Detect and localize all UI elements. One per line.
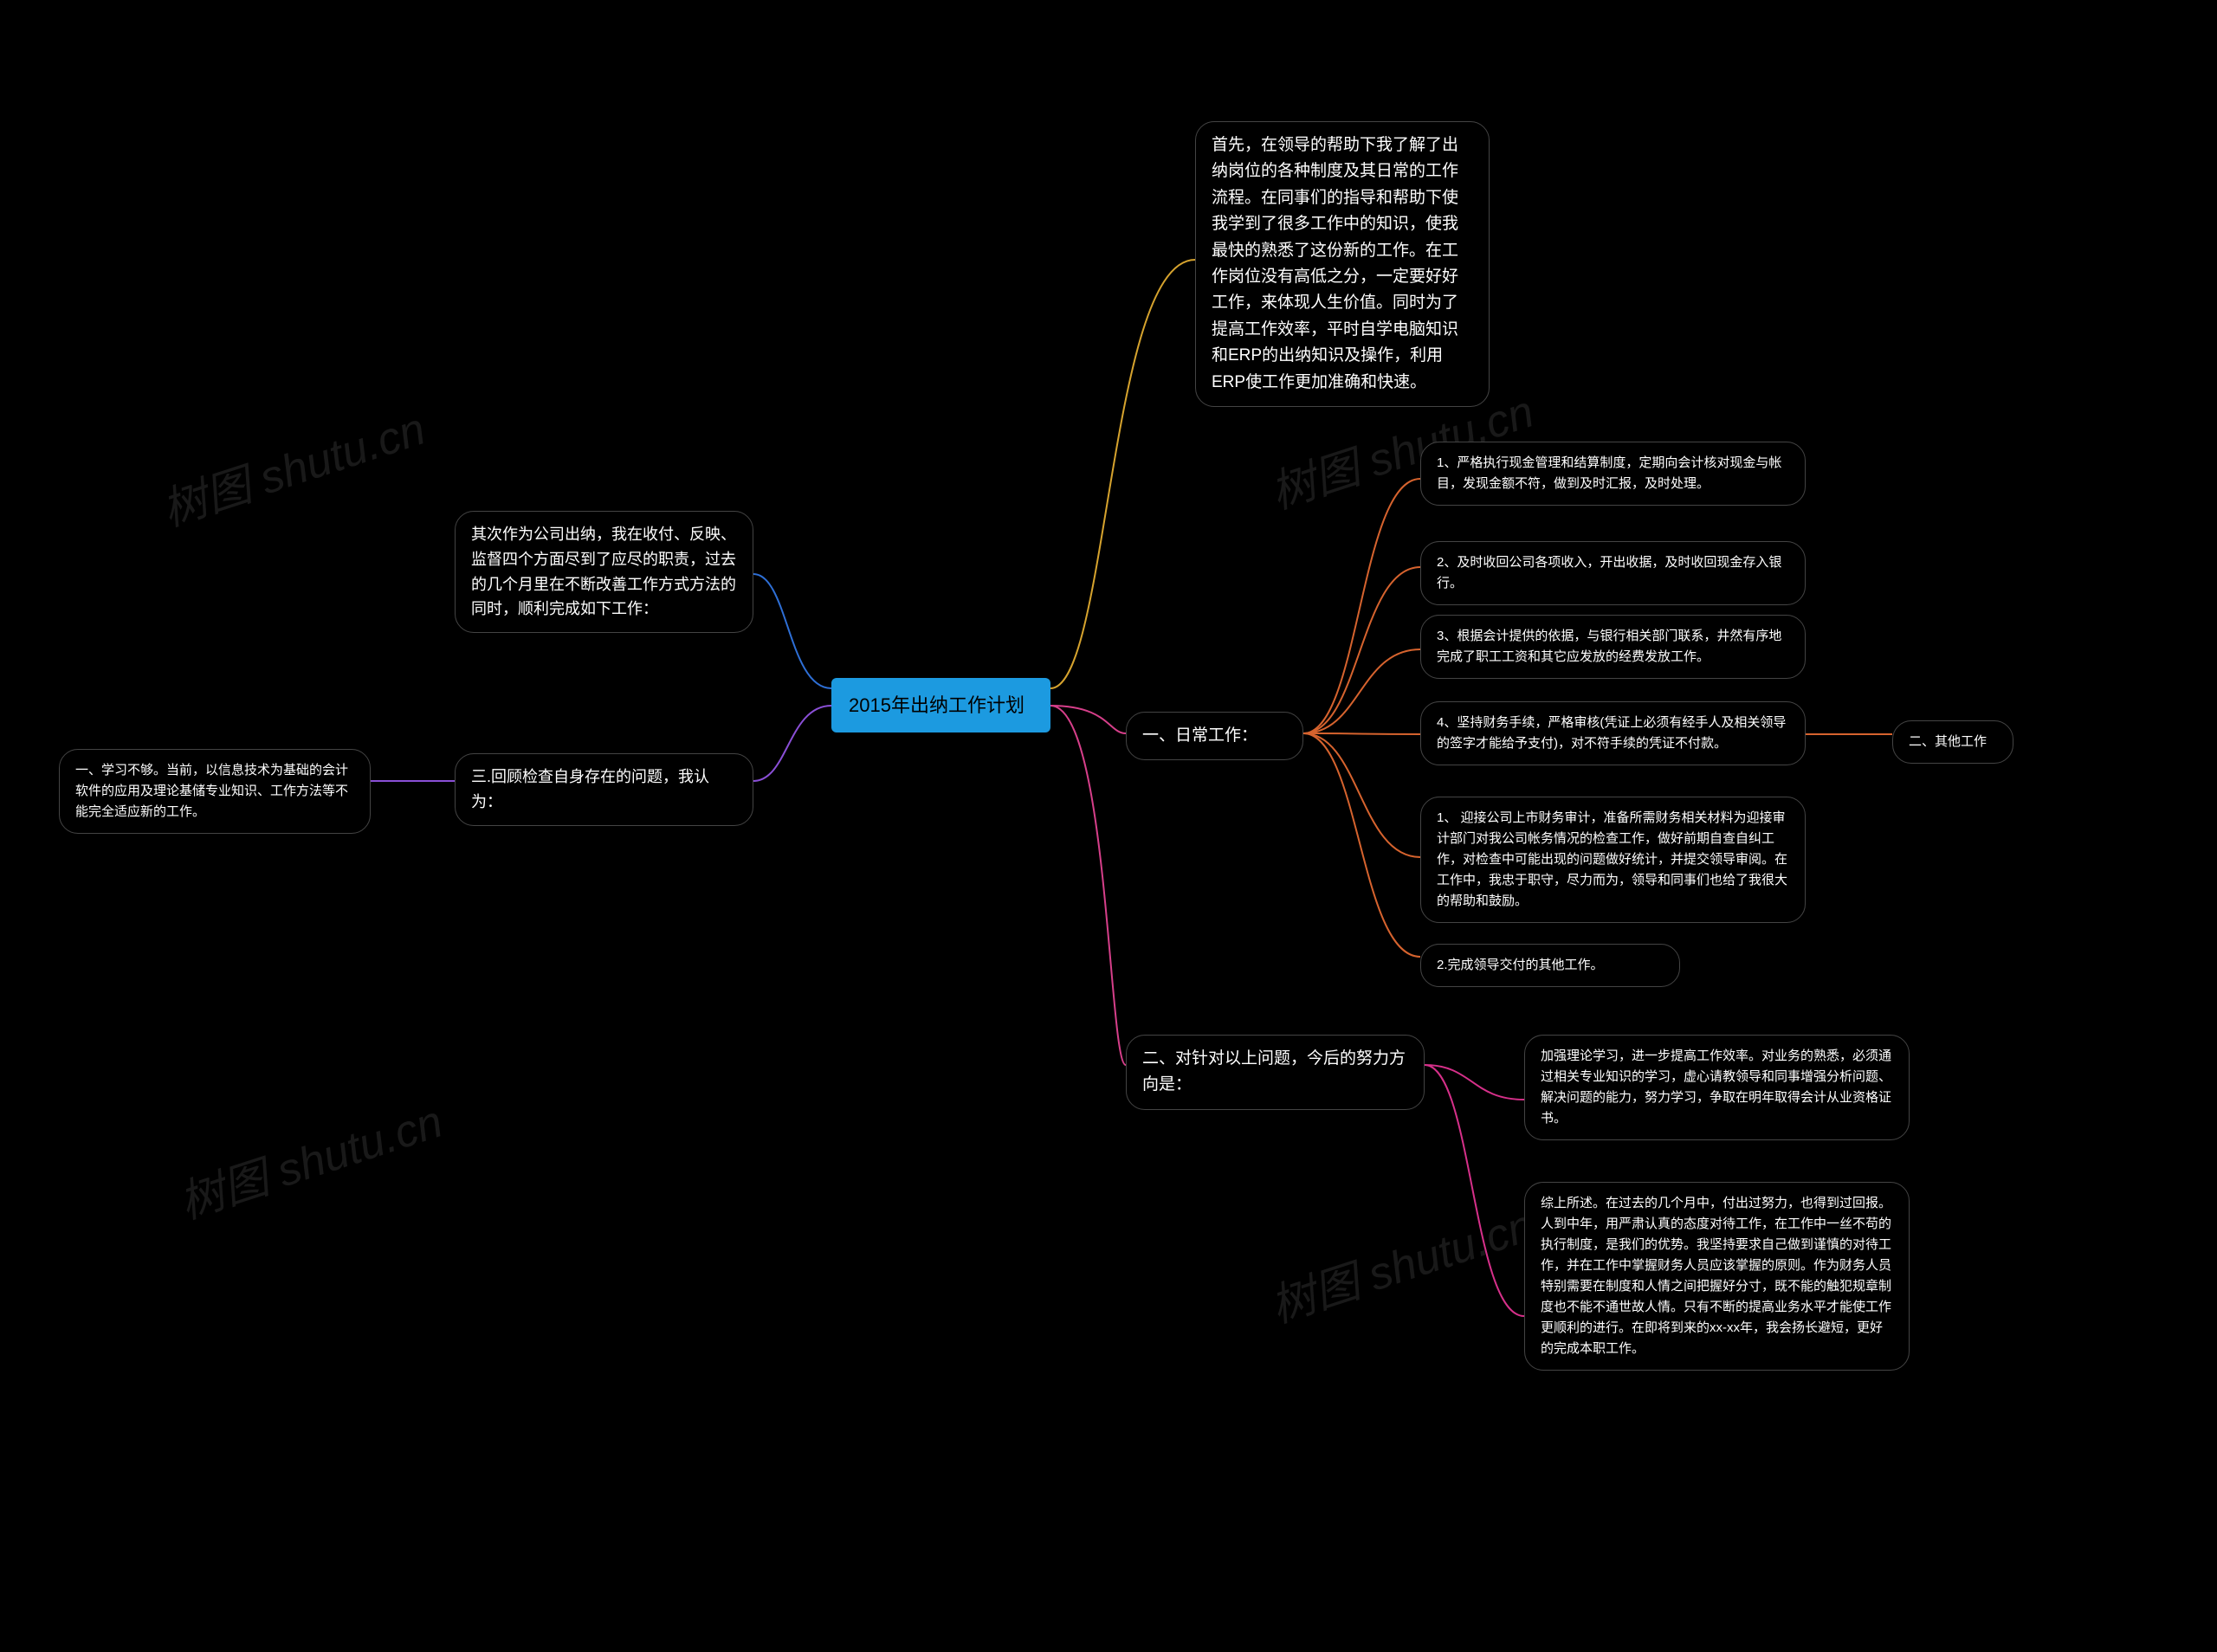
node-left-b[interactable]: 三.回顾检查自身存在的问题，我认为： xyxy=(455,753,753,826)
node-d3[interactable]: 3、根据会计提供的依据，与银行相关部门联系，井然有序地完成了职工工资和其它应发放… xyxy=(1420,615,1806,679)
node-d2[interactable]: 2、及时收回公司各项收入，开出收据，及时收回现金存入银行。 xyxy=(1420,541,1806,605)
node-f1[interactable]: 加强理论学习，进一步提高工作效率。对业务的熟悉，必须通过相关专业知识的学习，虚心… xyxy=(1524,1035,1910,1140)
node-right-intro[interactable]: 首先，在领导的帮助下我了解了出纳岗位的各种制度及其日常的工作流程。在同事们的指导… xyxy=(1195,121,1490,407)
node-future[interactable]: 二、对针对以上问题，今后的努力方向是： xyxy=(1126,1035,1425,1110)
node-daily[interactable]: 一、日常工作： xyxy=(1126,712,1303,760)
node-left-a[interactable]: 其次作为公司出纳，我在收付、反映、监督四个方面尽到了应尽的职责，过去的几个月里在… xyxy=(455,511,753,633)
node-left-b1[interactable]: 一、学习不够。当前，以信息技术为基础的会计软件的应用及理论基储专业知识、工作方法… xyxy=(59,749,371,834)
node-d5[interactable]: 1、 迎接公司上市财务审计，准备所需财务相关材料为迎接审计部门对我公司帐务情况的… xyxy=(1420,797,1806,923)
node-f2[interactable]: 综上所述。在过去的几个月中，付出过努力，也得到过回报。人到中年，用严肃认真的态度… xyxy=(1524,1182,1910,1371)
node-d1[interactable]: 1、严格执行现金管理和结算制度，定期向会计核对现金与帐目，发现金额不符，做到及时… xyxy=(1420,442,1806,506)
watermark: 树图 shutu.cn xyxy=(170,1085,449,1231)
node-d4a[interactable]: 二、其他工作 xyxy=(1892,720,2013,764)
watermark: 树图 shutu.cn xyxy=(1261,1189,1541,1335)
node-d6[interactable]: 2.完成领导交付的其他工作。 xyxy=(1420,944,1680,987)
watermark: 树图 shutu.cn xyxy=(152,392,432,539)
root-node[interactable]: 2015年出纳工作计划 xyxy=(831,678,1050,732)
node-d4[interactable]: 4、坚持财务手续，严格审核(凭证上必须有经手人及相关领导的签字才能给予支付)，对… xyxy=(1420,701,1806,765)
